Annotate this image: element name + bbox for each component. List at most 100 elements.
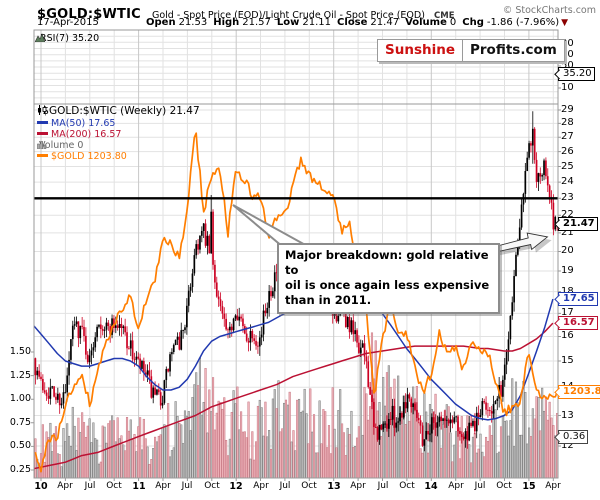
legend-volume: Volume 0 — [37, 141, 83, 151]
date-axis-month-label: Jul — [84, 481, 96, 491]
callout-pointer — [232, 204, 310, 248]
close-value: 21.47 — [370, 17, 400, 28]
main-title-text: $GOLD:$WTIC (Weekly) 21.47 — [42, 105, 200, 117]
logo-profits: Profits.com — [462, 40, 564, 61]
last-price-bubble: 21.47 — [558, 217, 598, 231]
close-label: Close — [337, 17, 368, 28]
date-axis-year-label: 10 — [34, 481, 48, 492]
high-value: 21.57 — [242, 17, 271, 28]
date-axis-month-label: Oct — [204, 481, 220, 491]
chg-down-icon: ▼ — [561, 18, 569, 28]
price-axis-label: 26 — [561, 146, 574, 157]
date-axis-year-label: 15 — [522, 481, 536, 492]
header-line-1: $GOLD:$WTIC Gold - Spot Price (EOD)/Ligh… — [37, 3, 597, 22]
volume-axis-label: 0.50 — [9, 440, 31, 451]
price-axis-label: 17 — [561, 307, 574, 318]
legend-ma200-label: MA(200) 16.57 — [51, 129, 122, 140]
date-axis-month-label: Oct — [301, 481, 317, 491]
rsi-axis-label: 70 — [561, 49, 574, 60]
volume-axis-label: 1.25 — [9, 370, 31, 381]
price-axis-label: 28 — [561, 117, 574, 128]
low-value: 21.11 — [302, 17, 332, 28]
ticker-description: Gold - Spot Price (EOD)/Light Crude Oil … — [151, 10, 425, 21]
legend-gold-label: $GOLD 1203.80 — [51, 151, 127, 162]
volume-axis-label: 0.75 — [9, 417, 31, 428]
high-label: High — [213, 17, 240, 28]
chg-value: -1.86 (-7.96%) — [486, 17, 560, 28]
main-chart-title: $GOLD:$WTIC (Weekly) 21.47 — [37, 105, 200, 117]
price-axis-label: 22 — [561, 209, 574, 220]
legend-ma50: MA(50) 17.65 — [37, 119, 115, 129]
open-value: 21.53 — [178, 17, 208, 28]
price-axis-label: 27 — [561, 131, 574, 142]
date-axis-year-label: 14 — [424, 481, 438, 492]
date-axis-month-label: Jul — [181, 481, 193, 491]
date-axis-month-label: Jul — [474, 481, 486, 491]
open-label: Open — [146, 17, 176, 28]
date-axis-month-label: Jul — [279, 481, 291, 491]
volume-label: Volume — [405, 17, 447, 28]
ticker-symbol: $GOLD:$WTIC — [37, 7, 141, 22]
gold-line — [34, 132, 558, 473]
price-axis-label: 12 — [561, 440, 574, 451]
low-label: Low — [276, 17, 300, 28]
annotation-callout: Major breakdown: gold relative to oil is… — [277, 243, 500, 314]
rsi-value-bubble: 35.20 — [558, 67, 595, 81]
quote-line: 17-Apr-2015 Open 21.53 High 21.57 Low 21.11 Clo… — [37, 17, 597, 28]
rsi-axis-label: 90 — [561, 38, 574, 49]
date-axis-month-label: Oct — [106, 481, 122, 491]
price-axis-label: 19 — [561, 265, 574, 276]
date-axis-month-label: Apr — [448, 481, 464, 491]
price-axis-label: 29 — [561, 104, 574, 115]
ma200-line — [34, 322, 554, 470]
date-axis-month-label: Apr — [253, 481, 269, 491]
ma200-swatch — [37, 132, 48, 135]
date-axis-month-label: Jul — [377, 481, 389, 491]
date-axis-month-label: Apr — [350, 481, 366, 491]
rsi-axis-label: 50 — [561, 60, 574, 71]
date-axis-year-label: 12 — [229, 481, 243, 492]
price-axis-label: 20 — [561, 245, 574, 256]
volume-bars — [34, 332, 558, 478]
main-panel-frame — [33, 103, 559, 479]
ma50-value-bubble: 17.65 — [558, 292, 598, 306]
logo-sunshine: Sunshine — [385, 42, 455, 58]
legend-volume-label: Volume 0 — [39, 140, 84, 151]
annotation-line-3: than in 2011. — [285, 293, 372, 307]
price-axis-label: 23 — [561, 192, 574, 203]
price-axis-label: 21 — [561, 227, 574, 238]
date-axis-year-label: 13 — [327, 481, 341, 492]
copyright-link[interactable]: © StockCharts.com — [502, 5, 596, 16]
price-axis-label: 25 — [561, 161, 574, 172]
date-axis-month-label: Apr — [57, 481, 73, 491]
volume-axis-label: 1.00 — [9, 393, 31, 404]
price-axis-label: 15 — [561, 355, 574, 366]
rsi-label: RSI(7) 35.20 — [40, 33, 100, 44]
price-axis-label: 16 — [561, 330, 574, 341]
rsi-legend: RSI(7) 35.20 — [35, 33, 99, 44]
chg-label: Chg — [462, 17, 484, 28]
annotation-line-2: oil is once again less expensive — [285, 278, 490, 292]
exchange-label: CME — [434, 11, 455, 21]
gold-value-bubble: 1203.80 — [558, 385, 600, 399]
date-axis-month-label: Apr — [155, 481, 171, 491]
legend-gold: $GOLD 1203.80 — [37, 152, 127, 162]
volume-value: 0 — [449, 17, 457, 28]
price-axis-label: 13 — [561, 410, 574, 421]
date-axis-year-label: 11 — [132, 481, 146, 492]
gold-swatch — [37, 154, 48, 157]
sunshineprofits-logo[interactable]: Sunshine Profits.com — [377, 39, 565, 62]
ma50-swatch — [37, 121, 48, 124]
annotation-line-1: Major breakdown: gold relative to — [285, 248, 489, 277]
rsi-axis-label: 10 — [561, 82, 574, 93]
price-axis-label: 24 — [561, 176, 574, 187]
date-axis-month-label: Oct — [399, 481, 415, 491]
arrow-annotation — [485, 232, 552, 258]
quote-date: 17-Apr-2015 — [37, 17, 99, 28]
date-axis-month-label: Apr — [545, 481, 561, 491]
ma200-value-bubble: 16.57 — [558, 316, 598, 330]
volume-value-bubble: 0.36 — [558, 430, 589, 444]
legend-ma50-label: MA(50) 17.65 — [51, 118, 116, 129]
